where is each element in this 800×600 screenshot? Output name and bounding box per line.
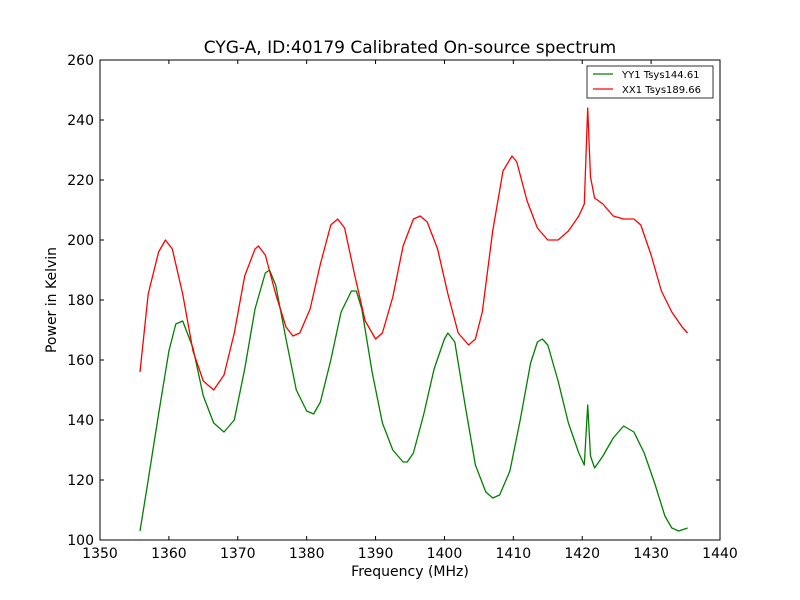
y-axis-ticks: 100 120 140 160 180 200 220 240 260: [67, 53, 720, 549]
y-tick-label: 220: [67, 173, 94, 189]
y-tick-label: 260: [67, 53, 94, 69]
y-tick-label: 180: [67, 293, 94, 309]
legend-label-xx1: XX1 Tsys189.66: [622, 85, 701, 96]
y-tick-label: 200: [67, 233, 94, 249]
plot-lines: [139, 107, 689, 532]
legend-label-yy1: YY1 Tsys144.61: [621, 70, 700, 81]
x-axis-ticks: 1350 1360 1370 1380 1390 1400 1410 1420 1430 1440: [82, 60, 738, 562]
series-line-xx1: [139, 107, 689, 391]
x-tick-label: 1380: [289, 546, 325, 562]
legend: YY1 Tsys144.61 XX1 Tsys189.66: [586, 65, 714, 99]
x-tick-label: 1360: [151, 546, 187, 562]
x-tick-label: 1350: [82, 546, 118, 562]
x-tick-label: 1420: [564, 546, 600, 562]
y-tick-label: 160: [67, 353, 94, 369]
series-line-yy1: [139, 269, 688, 532]
x-tick-label: 1410: [496, 546, 532, 562]
legend-box: [586, 65, 714, 99]
x-tick-label: 1400: [427, 546, 463, 562]
y-tick-label: 140: [67, 413, 94, 429]
x-tick-label: 1370: [220, 546, 256, 562]
x-axis-label: Frequency (MHz): [351, 564, 469, 580]
x-tick-label: 1430: [633, 546, 669, 562]
y-tick-label: 120: [67, 473, 94, 489]
x-tick-label: 1390: [358, 546, 394, 562]
chart-title: CYG-A, ID:40179 Calibrated On-source spe…: [204, 38, 616, 58]
x-tick-label: 1440: [702, 546, 738, 562]
y-axis-label: Power in Kelvin: [44, 247, 60, 353]
y-tick-label: 240: [67, 113, 94, 129]
y-tick-label: 100: [67, 533, 94, 549]
